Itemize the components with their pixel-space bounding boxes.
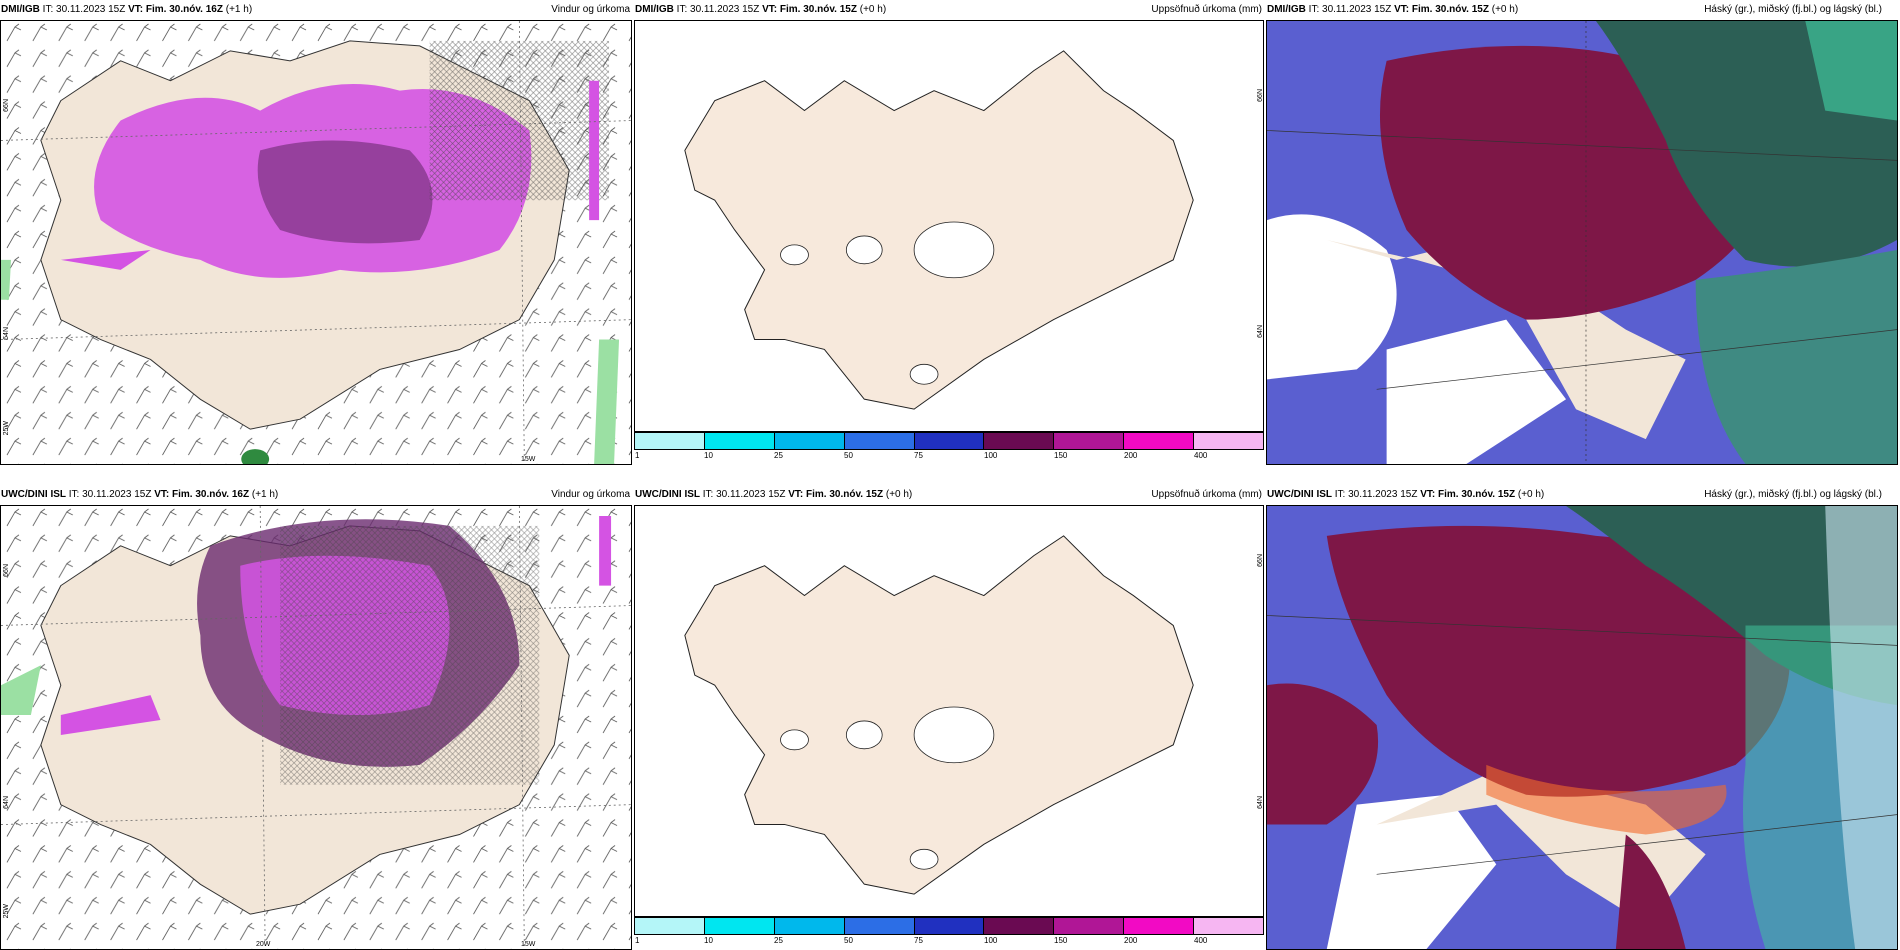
model-name: DMI/IGB [1267,4,1306,15]
colorbar-segment [704,918,775,934]
colorbar-label: 1 [635,936,640,945]
panel-title: Vindur og úrkoma [551,4,630,15]
panel-title: Uppsöfnuð úrkoma (mm) [1151,489,1262,500]
model-name: DMI/IGB [635,4,674,15]
colorbar-label: 25 [774,451,783,460]
colorbar-labels: 1 10 25 50 75 100 150 200 400 [634,451,1264,463]
colorbar-label: 100 [984,451,998,460]
map-canvas [1267,21,1897,464]
colorbar-label: 10 [704,936,713,945]
colorbar-segment [1194,433,1264,449]
lat-label: 66N [3,564,10,577]
lat-label: 64N [3,796,10,809]
accum-precip-map: 66N 64N [634,505,1264,917]
lon-label: 15W [521,941,536,948]
panel-header: DMI/IGB IT: 30.11.2023 15Z VT: Fim. 30.n… [1266,0,1900,20]
panel-title: Háský (gr.), miðský (fj.bl.) og lágský (… [1704,4,1882,15]
colorbar-label: 150 [1054,451,1068,460]
colorbar [634,432,1264,450]
model-name: DMI/IGB [1,4,40,15]
colorbar-label: 200 [1124,451,1138,460]
colorbar-labels: 1 10 25 50 75 100 150 200 400 [634,936,1264,948]
cloud-map [1266,505,1898,950]
colorbar-label: 25 [774,936,783,945]
colorbar-label: 75 [914,936,923,945]
colorbar-label: 75 [914,451,923,460]
lon-label: 20W [256,941,271,948]
wind-precip-map: 66N 64N 25W 20W 15W [0,505,632,950]
model-name: UWC/DINI ISL [1267,489,1332,500]
colorbar-segment [1194,918,1264,934]
model-name: UWC/DINI ISL [1,489,66,500]
colorbar-segment [1054,918,1125,934]
colorbar-segment [984,918,1055,934]
colorbar-segment [704,433,775,449]
cloud-map [1266,20,1898,465]
colorbar-segment [1124,433,1195,449]
lat-label: 66N [1257,554,1264,567]
panel-header: UWC/DINI ISL IT: 30.11.2023 15Z VT: Fim.… [634,485,1266,505]
accum-precip-map: 66N 64N [634,20,1264,432]
map-canvas [1267,506,1897,949]
colorbar-segment [914,918,985,934]
panel-r1-accum: DMI/IGB IT: 30.11.2023 15Z VT: Fim. 30.n… [634,0,1266,465]
lon-label: 25W [3,904,10,919]
lat-label: 64N [3,327,10,340]
panel-title: Uppsöfnuð úrkoma (mm) [1151,4,1262,15]
colorbar-segment [774,918,845,934]
lat-label: 64N [1257,796,1264,809]
colorbar-segment [914,433,985,449]
colorbar-segment [844,918,915,934]
lat-label: 64N [1257,325,1264,338]
lon-label: 25W [3,421,10,436]
colorbar-label: 200 [1124,936,1138,945]
panel-header: DMI/IGB IT: 30.11.2023 15Z VT: Fim. 30.n… [634,0,1266,20]
panel-title: Háský (gr.), miðský (fj.bl.) og lágský (… [1704,489,1882,500]
lon-label: 15W [521,456,536,463]
colorbar-segment [635,918,705,934]
colorbar-label: 50 [844,936,853,945]
colorbar-label: 150 [1054,936,1068,945]
map-canvas [684,50,1194,410]
panel-r1-clouds: DMI/IGB IT: 30.11.2023 15Z VT: Fim. 30.n… [1266,0,1900,465]
colorbar-label: 50 [844,451,853,460]
map-canvas [684,535,1194,895]
map-canvas [1,21,631,464]
colorbar-segment [1054,433,1125,449]
colorbar-segment [774,433,845,449]
colorbar-label: 10 [704,451,713,460]
panel-r2-wind: UWC/DINI ISL IT: 30.11.2023 15Z VT: Fim.… [0,485,634,950]
panel-header: DMI/IGB IT: 30.11.2023 15Z VT: Fim. 30.n… [0,0,634,20]
panel-title: Vindur og úrkoma [551,489,630,500]
colorbar-label: 400 [1194,936,1208,945]
panel-r2-accum: UWC/DINI ISL IT: 30.11.2023 15Z VT: Fim.… [634,485,1266,950]
lat-label: 66N [3,99,10,112]
colorbar-label: 100 [984,936,998,945]
lat-label: 66N [1257,89,1264,102]
colorbar-label: 1 [635,451,640,460]
colorbar-segment [984,433,1055,449]
wind-precip-map: 66N 64N 25W 15W [0,20,632,465]
colorbar-label: 400 [1194,451,1208,460]
colorbar-segment [1124,918,1195,934]
colorbar [634,917,1264,935]
panel-header: UWC/DINI ISL IT: 30.11.2023 15Z VT: Fim.… [0,485,634,505]
panel-header: UWC/DINI ISL IT: 30.11.2023 15Z VT: Fim.… [1266,485,1900,505]
model-name: UWC/DINI ISL [635,489,700,500]
panel-r2-clouds: UWC/DINI ISL IT: 30.11.2023 15Z VT: Fim.… [1266,485,1900,950]
colorbar-segment [844,433,915,449]
panel-r1-wind: DMI/IGB IT: 30.11.2023 15Z VT: Fim. 30.n… [0,0,634,465]
map-canvas [1,506,631,949]
colorbar-segment [635,433,705,449]
